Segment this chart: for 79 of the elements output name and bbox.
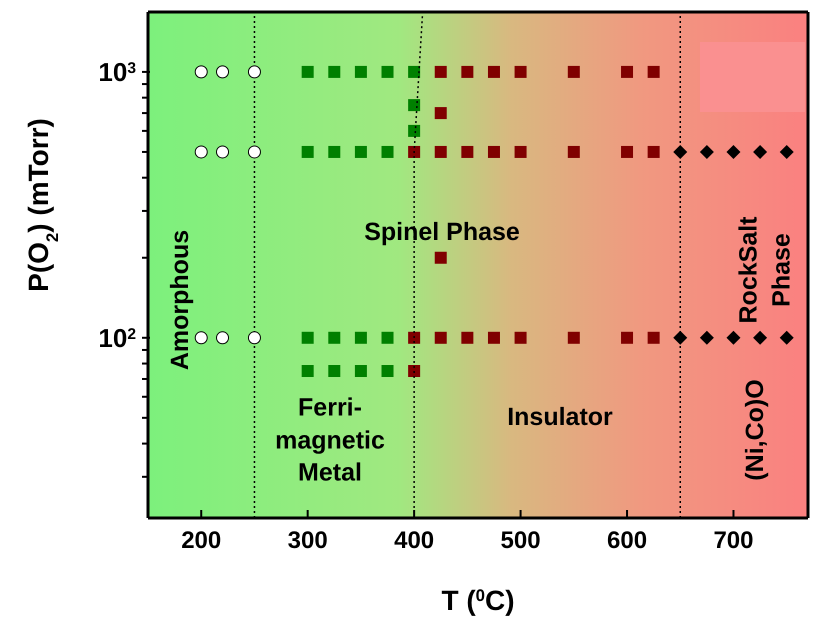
point — [216, 65, 230, 78]
x-tick-label: 400 — [394, 527, 434, 554]
point — [434, 332, 447, 344]
point — [514, 66, 527, 78]
annotation: (Ni,Co)O — [740, 379, 770, 481]
point — [461, 66, 474, 78]
point — [248, 145, 261, 158]
point — [328, 365, 340, 378]
point — [354, 66, 367, 78]
y-tick-label: 10$^{3}$ — [98, 56, 136, 87]
point — [673, 144, 688, 159]
x-tick-label: 600 — [607, 527, 648, 554]
point — [461, 332, 474, 344]
point — [488, 66, 500, 78]
point — [568, 146, 580, 158]
point — [434, 107, 447, 120]
point — [194, 331, 208, 344]
point — [726, 144, 740, 159]
point — [408, 332, 420, 344]
point — [302, 332, 314, 344]
point — [434, 146, 447, 158]
annotation: Spinel Phase — [364, 216, 520, 248]
point — [248, 331, 261, 344]
point — [434, 66, 447, 78]
point — [514, 146, 527, 158]
point — [408, 99, 420, 112]
x-tick-label: 300 — [288, 527, 328, 554]
point — [673, 330, 688, 345]
annotation: Insulator — [507, 402, 613, 433]
point — [461, 146, 474, 158]
point — [488, 332, 500, 344]
point — [753, 144, 768, 159]
point — [700, 330, 714, 345]
point — [648, 332, 660, 344]
point — [753, 330, 768, 345]
point — [248, 65, 261, 78]
point — [408, 66, 420, 78]
point — [328, 146, 340, 158]
point — [382, 146, 394, 158]
point — [648, 66, 660, 78]
annotation: Ferri- magnetic Metal — [275, 392, 385, 488]
point — [621, 332, 634, 344]
point — [700, 144, 714, 159]
point — [194, 65, 208, 78]
point — [328, 332, 340, 344]
point — [568, 66, 580, 78]
point — [408, 146, 420, 158]
point — [216, 145, 230, 158]
point — [780, 330, 794, 345]
point — [408, 365, 420, 378]
point — [302, 146, 314, 158]
point — [780, 144, 794, 159]
x-tick-label: 700 — [713, 527, 754, 554]
point — [408, 124, 420, 137]
point — [488, 146, 500, 158]
point — [216, 331, 230, 344]
point — [568, 332, 580, 344]
x-tick-label: 500 — [500, 527, 541, 554]
point — [302, 66, 314, 78]
point — [726, 330, 740, 345]
annotation: RockSalt Phase — [734, 216, 796, 324]
point — [382, 332, 394, 344]
x-tick-label: 200 — [181, 527, 222, 554]
point — [434, 252, 447, 264]
point — [354, 146, 367, 158]
point — [354, 332, 367, 344]
point — [621, 66, 634, 78]
point — [382, 66, 394, 78]
point — [302, 365, 314, 378]
point — [621, 146, 634, 158]
point — [194, 145, 208, 158]
point — [382, 365, 394, 378]
point — [648, 146, 660, 158]
x-axis-title: T ($^{0}$C) — [441, 585, 515, 616]
point — [354, 365, 367, 378]
point — [328, 66, 340, 78]
y-tick-label: 10$^{2}$ — [98, 322, 136, 353]
point — [514, 332, 527, 344]
annotation: Amorphous — [164, 230, 195, 370]
